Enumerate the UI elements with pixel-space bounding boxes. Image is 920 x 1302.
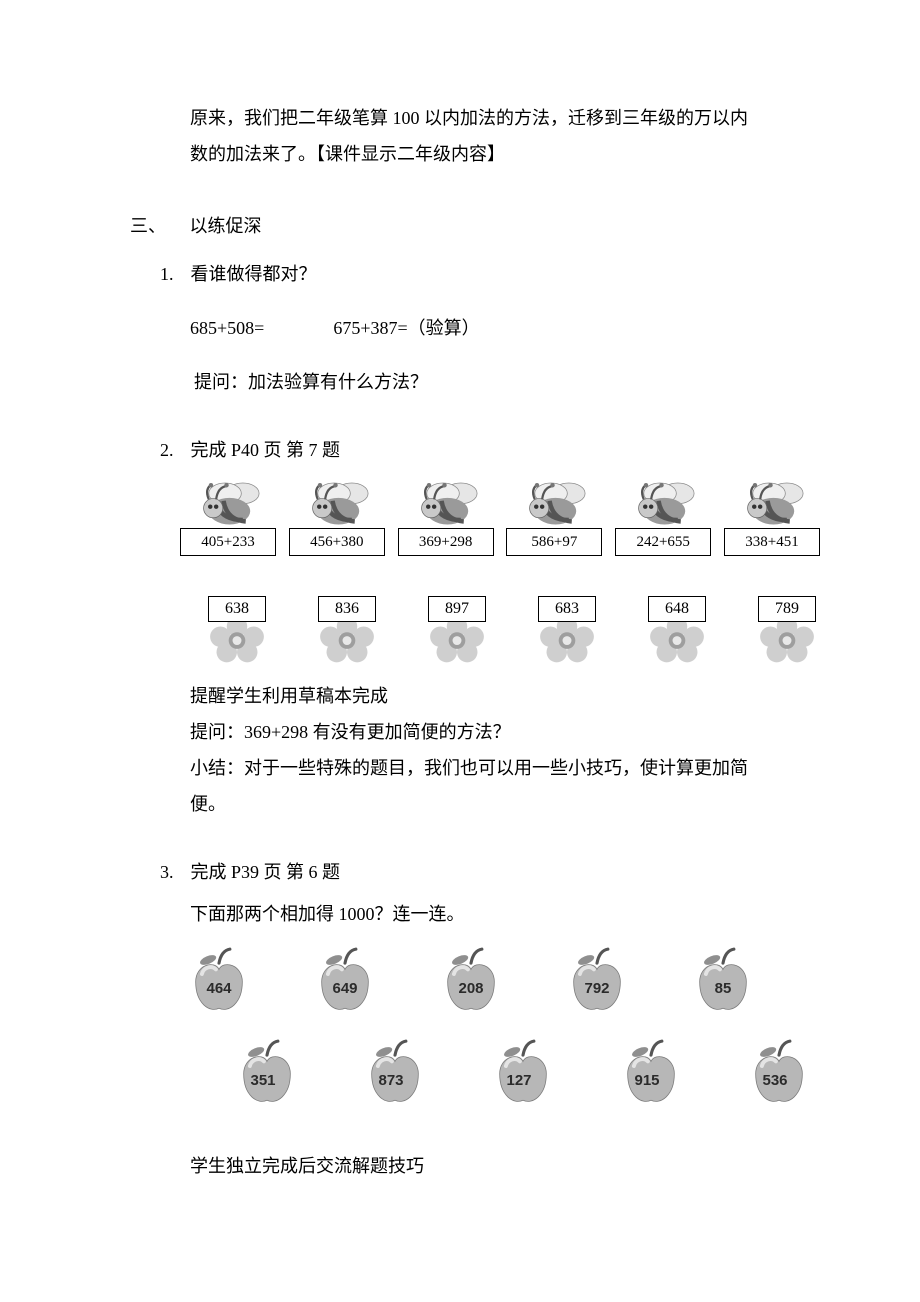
item-2-heading: 2. 完成 P40 页 第 7 题 <box>160 432 810 468</box>
section-3-title: 以练促深 <box>190 216 262 236</box>
expr-box: 586+97 <box>506 528 602 556</box>
eq-1: 685+508= <box>190 318 264 338</box>
bee-block: 369+298 <box>398 476 494 556</box>
answer-box: 648 <box>648 596 706 622</box>
apple-block: 208 <box>432 946 510 1016</box>
item-2-num: 2. <box>160 432 186 468</box>
apple-block: 351 <box>228 1038 298 1108</box>
item-3-num: 3. <box>160 854 186 890</box>
apple-label: 464 <box>206 980 231 997</box>
apple-label: 208 <box>458 980 483 997</box>
answer-box: 683 <box>538 596 596 622</box>
bee-icon <box>300 476 374 530</box>
apple-block: 792 <box>558 946 636 1016</box>
apple-row-bottom: 351 873 127 915 536 <box>228 1038 810 1108</box>
bee-block: 456+380 <box>289 476 385 556</box>
section-3-num: 三、 <box>130 212 185 238</box>
item-2-note-3: 小结：对于一些特殊的题目，我们也可以用一些小技巧，使计算更加简 <box>190 750 810 786</box>
item-3-desc: 下面那两个相加得 1000？连一连。 <box>190 896 810 932</box>
bee-icon <box>735 476 809 530</box>
expr-box: 456+380 <box>289 528 385 556</box>
item-1-title: 看谁做得都对？ <box>191 264 317 284</box>
bee-icon <box>626 476 700 530</box>
item-2-note-1: 提醒学生利用草稿本完成 <box>190 678 810 714</box>
apple-label: 915 <box>634 1072 659 1089</box>
answer-box: 836 <box>318 596 376 622</box>
bee-row: 405+233 456+380 369+298 586+97 242+655 3… <box>180 476 820 556</box>
apple-label: 85 <box>715 980 732 997</box>
item-1-equations: 685+508= 675+387=（验算） <box>190 310 810 346</box>
bee-icon <box>517 476 591 530</box>
expr-box: 369+298 <box>398 528 494 556</box>
apple-label: 792 <box>584 980 609 997</box>
apple-label: 649 <box>332 980 357 997</box>
expr-box: 405+233 <box>180 528 276 556</box>
bee-block: 338+451 <box>724 476 820 556</box>
item-2-title: 完成 P40 页 第 7 题 <box>191 440 341 460</box>
bee-block: 242+655 <box>615 476 711 556</box>
bee-icon <box>191 476 265 530</box>
flower-block: 638 <box>202 596 272 664</box>
bee-block: 586+97 <box>506 476 602 556</box>
apple-label: 351 <box>250 1072 275 1089</box>
bee-block: 405+233 <box>180 476 276 556</box>
item-3-heading: 3. 完成 P39 页 第 6 题 <box>160 854 810 890</box>
apple-label: 127 <box>506 1072 531 1089</box>
apple-block: 649 <box>306 946 384 1016</box>
apple-row-top: 464 649 208 792 85 <box>180 946 810 1016</box>
bee-icon <box>409 476 483 530</box>
apple-block: 536 <box>740 1038 810 1108</box>
answer-box: 897 <box>428 596 486 622</box>
item-3-note: 学生独立完成后交流解题技巧 <box>190 1148 810 1184</box>
item-2-note-4: 便。 <box>190 786 810 822</box>
flower-block: 648 <box>642 596 712 664</box>
flower-block: 897 <box>422 596 492 664</box>
item-1-num: 1. <box>160 256 186 292</box>
item-1-heading: 1. 看谁做得都对？ <box>160 256 810 292</box>
expr-box: 338+451 <box>724 528 820 556</box>
flower-block: 836 <box>312 596 382 664</box>
document-page: 原来，我们把二年级笔算 100 以内加法的方法，迁移到三年级的万以内 数的加法来… <box>0 0 920 1264</box>
answer-box: 638 <box>208 596 266 622</box>
apple-block: 873 <box>356 1038 426 1108</box>
apple-block: 464 <box>180 946 258 1016</box>
item-1-question: 提问：加法验算有什么方法？ <box>194 364 810 400</box>
section-3-heading: 三、 以练促深 <box>130 212 810 238</box>
item-3-title: 完成 P39 页 第 6 题 <box>191 862 341 882</box>
flower-block: 683 <box>532 596 602 664</box>
answer-box: 789 <box>758 596 816 622</box>
eq-2: 675+387=（验算） <box>333 318 479 338</box>
flower-row: 638 836 897 683 648 789 <box>202 596 822 664</box>
intro-line-2: 数的加法来了。【课件显示二年级内容】 <box>190 136 810 172</box>
apple-block: 915 <box>612 1038 682 1108</box>
apple-label: 536 <box>762 1072 787 1089</box>
apple-block: 127 <box>484 1038 554 1108</box>
intro-line-1: 原来，我们把二年级笔算 100 以内加法的方法，迁移到三年级的万以内 <box>190 100 810 136</box>
expr-box: 242+655 <box>615 528 711 556</box>
flower-block: 789 <box>752 596 822 664</box>
item-2-note-2: 提问：369+298 有没有更加简便的方法？ <box>190 714 810 750</box>
apple-label: 873 <box>378 1072 403 1089</box>
apple-block: 85 <box>684 946 762 1016</box>
